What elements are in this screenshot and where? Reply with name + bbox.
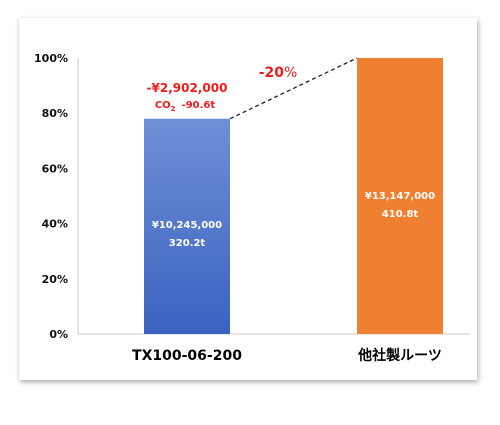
reduction-unit: % bbox=[284, 65, 297, 81]
co2-value: -90.6t bbox=[182, 100, 216, 111]
category-label-other-roots: 他社製ルーツ bbox=[357, 347, 442, 364]
co2-subscript: 2 bbox=[171, 105, 176, 113]
cost-saving-annotation: -¥2,902,000 bbox=[147, 81, 228, 95]
y-tick-label: 80% bbox=[42, 107, 68, 120]
y-tick-label: 0% bbox=[49, 328, 68, 341]
bar-other-cost-label: ¥13,147,000 bbox=[365, 191, 435, 202]
reduction-annotation: -20% bbox=[259, 65, 298, 81]
y-tick-label: 60% bbox=[42, 162, 68, 175]
bar-tx100-cost-label: ¥10,245,000 bbox=[152, 220, 222, 231]
co2-saving-annotation: CO2 -90.6t bbox=[155, 100, 216, 113]
bar-tx100 bbox=[144, 118, 230, 334]
y-tick-label: 20% bbox=[42, 273, 68, 286]
category-label-tx100: TX100-06-200 bbox=[132, 348, 242, 364]
bar-other-roots bbox=[357, 58, 443, 334]
bar-other-co2-label: 410.8t bbox=[382, 209, 419, 220]
co2-label: CO bbox=[155, 100, 171, 111]
reduction-connector-line bbox=[229, 57, 358, 120]
y-tick-label: 40% bbox=[42, 218, 68, 231]
bar-tx100-co2-label: 320.2t bbox=[169, 238, 206, 249]
y-tick-label: 100% bbox=[34, 52, 68, 65]
reduction-value: -20 bbox=[259, 65, 285, 81]
